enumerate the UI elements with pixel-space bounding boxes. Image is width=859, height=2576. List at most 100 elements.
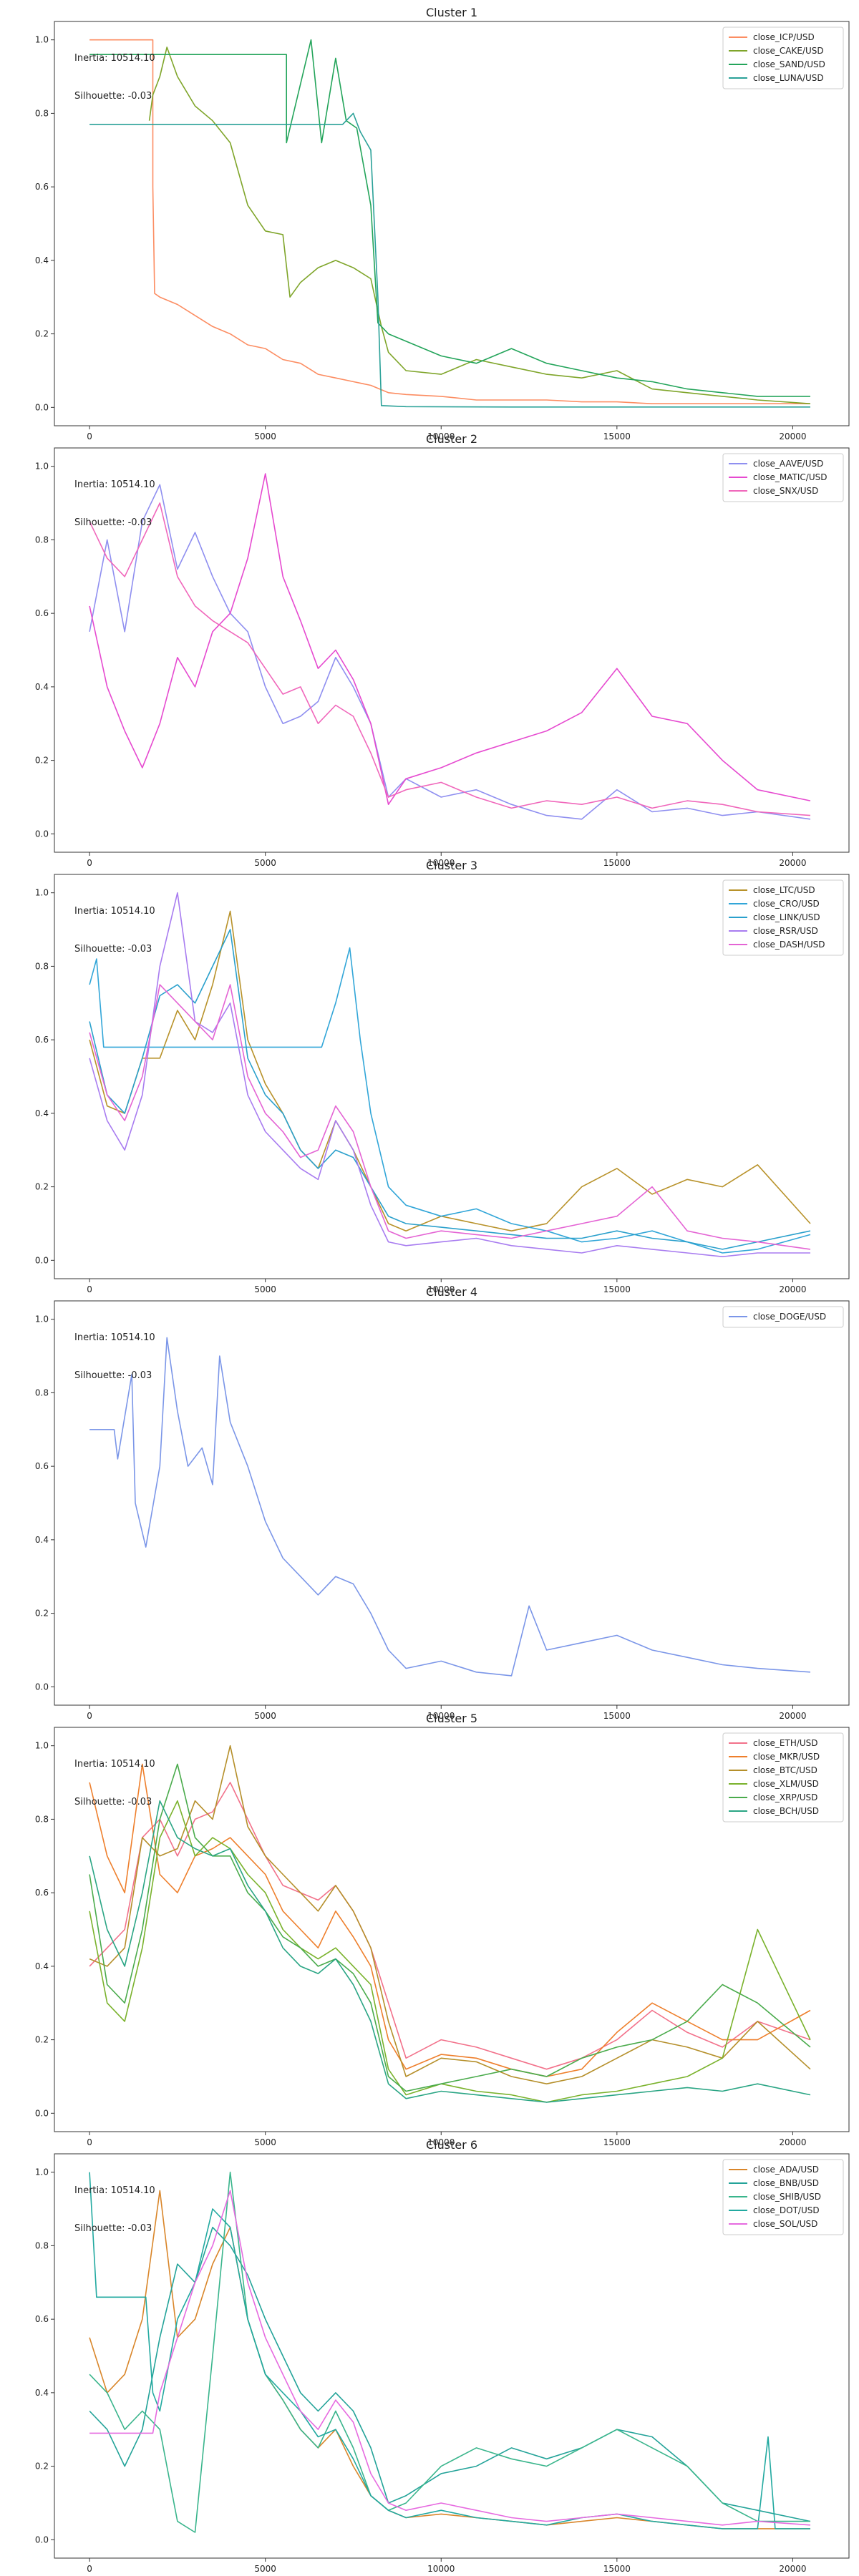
y-tick-label: 1.0 <box>35 2167 49 2177</box>
legend-label: close_BNB/USD <box>753 2178 819 2188</box>
plot-frame <box>54 1300 850 1706</box>
y-tick-label: 0.8 <box>35 1387 49 1397</box>
x-tick-label: 5000 <box>254 1284 276 1294</box>
series-group <box>89 2171 811 2533</box>
series-line-5 <box>89 2190 811 2526</box>
legend-label: close_DASH/USD <box>753 940 825 950</box>
legend: close_AAVE/USD close_MATIC/USD close_SNX/U… <box>722 453 844 502</box>
annotation-text: Silhouette: -0.03 <box>74 944 152 955</box>
series-line-4 <box>89 892 810 1257</box>
y-tick-label: 0.0 <box>35 2108 49 2118</box>
chart-title: Cluster 2 <box>426 432 477 446</box>
legend-label: close_AAVE/USD <box>753 459 823 469</box>
y-tick-label: 0.6 <box>35 1888 49 1898</box>
y-tick-label: 1.0 <box>35 462 49 472</box>
y-tick-label: 0.4 <box>35 1961 49 1971</box>
chart-panel-1: Cluster 1 0 5000 10000 15000 20000 0.0 0.2 0.4 0.… <box>35 6 850 441</box>
series-line-1 <box>89 910 811 1231</box>
legend-label: close_MATIC/USD <box>753 472 827 482</box>
legend-label: close_BCH/USD <box>753 1806 819 1816</box>
y-tick-label: 0.4 <box>35 682 49 692</box>
y-tick-label: 1.0 <box>35 1314 49 1324</box>
series-line-3 <box>89 502 811 816</box>
y-tick-label: 0.8 <box>35 2240 49 2250</box>
chart-panel-6: Cluster 6 0 5000 10000 15000 20000 0.0 0.2 0.4 0.… <box>35 2138 850 2574</box>
y-tick-label: 0.4 <box>35 255 49 265</box>
series-line-5 <box>89 1763 811 2092</box>
y-tick-label: 0.6 <box>35 2314 49 2324</box>
chart-panel-2: Cluster 2 0 5000 10000 15000 20000 0.0 0.2 0.4 0.… <box>35 432 850 868</box>
series-line-3 <box>89 39 810 397</box>
legend-label: close_LTC/USD <box>753 885 815 895</box>
y-tick-label: 0.4 <box>35 2388 49 2398</box>
x-tick-label: 0 <box>87 431 92 441</box>
y-tick-label: 0.6 <box>35 608 49 618</box>
plot-frame <box>54 2153 850 2559</box>
x-tick-label: 0 <box>87 1284 92 1294</box>
annotation-text: Inertia: 10514.10 <box>74 2185 155 2196</box>
legend: close_ICP/USD close_CAKE/USD close_SAND/US… <box>722 26 844 89</box>
annotation-text: Inertia: 10514.10 <box>74 1759 155 1770</box>
x-tick-label: 15000 <box>603 2137 631 2147</box>
series-group <box>89 1337 811 1677</box>
x-tick-label: 20000 <box>779 1711 806 1721</box>
series-line-3 <box>89 929 811 1250</box>
series-line-1 <box>89 2190 810 2529</box>
chart-panel-5: Cluster 5 0 5000 10000 15000 20000 0.0 0.2 0.4 0.… <box>35 1712 850 2147</box>
x-tick-label: 15000 <box>603 431 631 441</box>
x-tick-label: 20000 <box>779 2137 806 2147</box>
y-tick-label: 0.2 <box>35 756 49 766</box>
legend-box <box>722 1306 844 1328</box>
x-tick-label: 15000 <box>603 858 631 868</box>
x-tick-label: 20000 <box>779 2564 806 2574</box>
chart-title: Cluster 6 <box>426 2138 477 2152</box>
x-tick-label: 10000 <box>427 1284 455 1294</box>
x-tick-label: 5000 <box>254 858 276 868</box>
series-line-3 <box>89 2171 810 2533</box>
plot-frame <box>54 447 850 853</box>
y-tick-label: 0.2 <box>35 1182 49 1192</box>
series-group <box>89 1745 811 2103</box>
legend-label: close_LUNA/USD <box>753 73 824 83</box>
series-line-1 <box>89 1337 811 1677</box>
y-tick-label: 0.8 <box>35 1814 49 1824</box>
annotation-text: Silhouette: -0.03 <box>74 91 152 102</box>
chart-title: Cluster 5 <box>426 1712 477 1725</box>
series-group <box>89 473 811 820</box>
legend-box <box>722 1732 844 1823</box>
y-tick-label: 1.0 <box>35 888 49 898</box>
legend: close_ETH/USD close_MKR/USD close_BTC/USDc… <box>722 1732 844 1823</box>
x-tick-label: 0 <box>87 2137 92 2147</box>
y-tick-label: 0.0 <box>35 1255 49 1265</box>
series-line-2 <box>148 47 811 404</box>
legend-label: close_CRO/USD <box>753 899 820 909</box>
y-tick-label: 0.6 <box>35 1035 49 1045</box>
y-tick-label: 0.8 <box>35 108 49 118</box>
chart-title: Cluster 3 <box>426 859 477 872</box>
series-line-1 <box>89 484 811 820</box>
series-line-1 <box>89 39 810 404</box>
series-line-3 <box>89 1745 811 2084</box>
y-tick-label: 1.0 <box>35 35 49 45</box>
y-tick-label: 0.0 <box>35 829 49 839</box>
legend: close_DOGE/USD <box>722 1306 844 1328</box>
x-tick-label: 20000 <box>779 431 806 441</box>
annotation-text: Silhouette: -0.03 <box>74 517 152 528</box>
legend-label: close_ADA/USD <box>753 2165 819 2175</box>
x-tick-label: 10000 <box>427 1711 455 1721</box>
y-tick-label: 0.8 <box>35 961 49 971</box>
x-tick-label: 0 <box>87 1711 92 1721</box>
chart-panel-4: Cluster 4 0 5000 10000 15000 20000 0.0 0.2 0.4 0.… <box>35 1285 850 1721</box>
legend-label: close_MKR/USD <box>753 1752 820 1762</box>
chart-panel-3: Cluster 3 0 5000 10000 15000 20000 0.0 0.2 0.4 0.… <box>35 859 850 1294</box>
series-line-2 <box>89 1763 811 2077</box>
series-line-6 <box>89 1800 811 2103</box>
x-tick-label: 10000 <box>427 431 455 441</box>
series-group <box>89 39 811 408</box>
legend-box <box>722 453 844 502</box>
y-tick-label: 0.2 <box>35 329 49 339</box>
y-tick-label: 0.4 <box>35 1535 49 1545</box>
x-tick-label: 15000 <box>603 1711 631 1721</box>
legend-label: close_RSR/USD <box>753 926 818 936</box>
x-tick-label: 5000 <box>254 431 276 441</box>
